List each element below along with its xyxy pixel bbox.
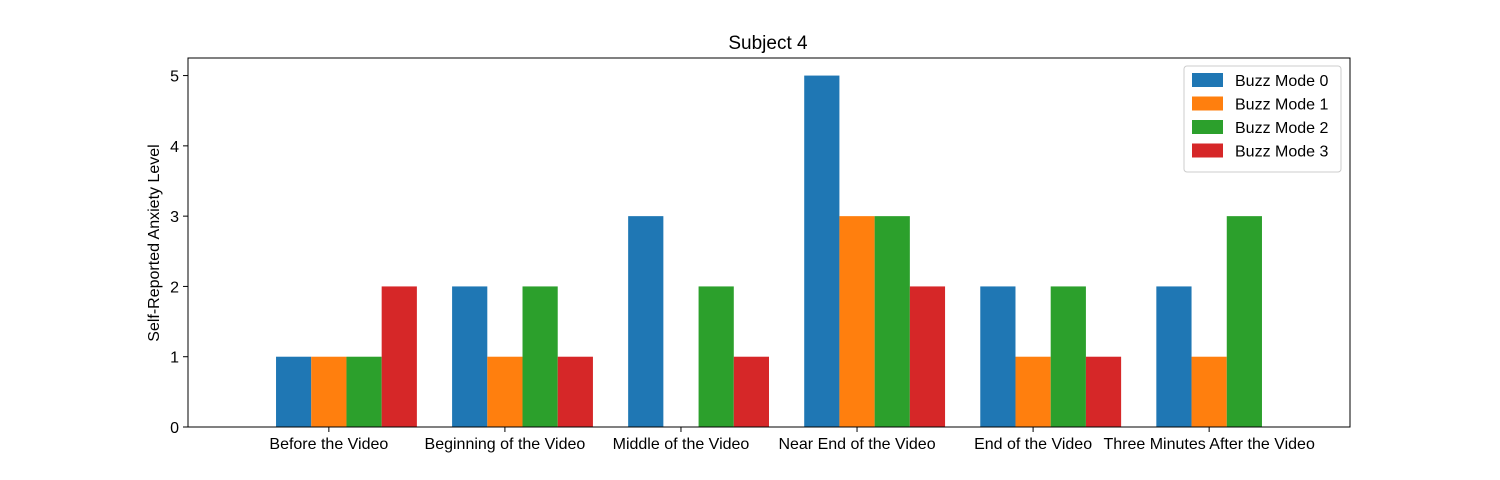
y-tick-label: 3 (170, 209, 179, 226)
y-tick-label: 2 (170, 279, 179, 296)
y-tick-label: 0 (170, 420, 179, 437)
y-tick-label: 1 (170, 350, 179, 367)
bar-0-0 (276, 356, 312, 427)
axes-group: 0 1 2 3 4 5 Before the Video Beginning of the V… (170, 57, 1351, 453)
bar-0-1 (452, 286, 488, 427)
bar-2-0 (346, 356, 382, 427)
bar-0-3 (804, 75, 840, 428)
legend-box (1183, 65, 1342, 173)
bar-3-4 (1085, 356, 1122, 427)
x-tick-label: End of the Video (974, 436, 1092, 453)
bar-3-1 (557, 356, 593, 427)
legend-label-2: Buzz Mode 2 (1235, 120, 1328, 137)
x-tick-label: Beginning of the Video (425, 436, 586, 453)
bar-3-2 (733, 356, 769, 427)
x-tick-label: Middle of the Video (613, 436, 750, 453)
bars-group (276, 75, 1262, 428)
bar-1-3 (839, 216, 875, 427)
bar-2-4 (1050, 286, 1086, 427)
bar-2-2 (698, 286, 734, 427)
x-tick-label: Near End of the Video (778, 436, 935, 453)
legend: Buzz Mode 0 Buzz Mode 1 Buzz Mode 2 Buzz Mo… (1183, 65, 1342, 173)
legend-swatch-0 (1192, 73, 1223, 87)
y-tick-label: 5 (170, 69, 179, 86)
bar-3-3 (909, 286, 946, 427)
bar-0-4 (980, 286, 1016, 427)
bar-2-5 (1226, 216, 1262, 427)
bar-1-5 (1191, 356, 1227, 427)
x-tick-label: Three Minutes After the Video (1103, 436, 1314, 453)
legend-swatch-3 (1192, 143, 1223, 158)
y-axis-title: Self-Reported Anxiety Level (146, 144, 163, 341)
chart-title: Subject 4 (728, 33, 808, 54)
bar-3-0 (381, 286, 417, 427)
legend-swatch-1 (1192, 96, 1223, 111)
bar-0-5 (1156, 286, 1192, 427)
bar-2-1 (522, 286, 558, 427)
bar-1-0 (311, 356, 347, 427)
y-tick-label: 4 (170, 139, 179, 156)
legend-label-3: Buzz Mode 3 (1235, 144, 1328, 161)
legend-label-1: Buzz Mode 1 (1235, 97, 1328, 114)
plot-frame (187, 57, 1351, 428)
bar-0-2 (628, 216, 664, 427)
bar-2-3 (874, 216, 910, 427)
legend-swatch-2 (1192, 120, 1223, 134)
x-tick-label: Before the Video (269, 436, 388, 453)
bar-1-4 (1015, 356, 1051, 427)
bar-1-1 (487, 356, 523, 427)
legend-label-0: Buzz Mode 0 (1235, 73, 1328, 90)
